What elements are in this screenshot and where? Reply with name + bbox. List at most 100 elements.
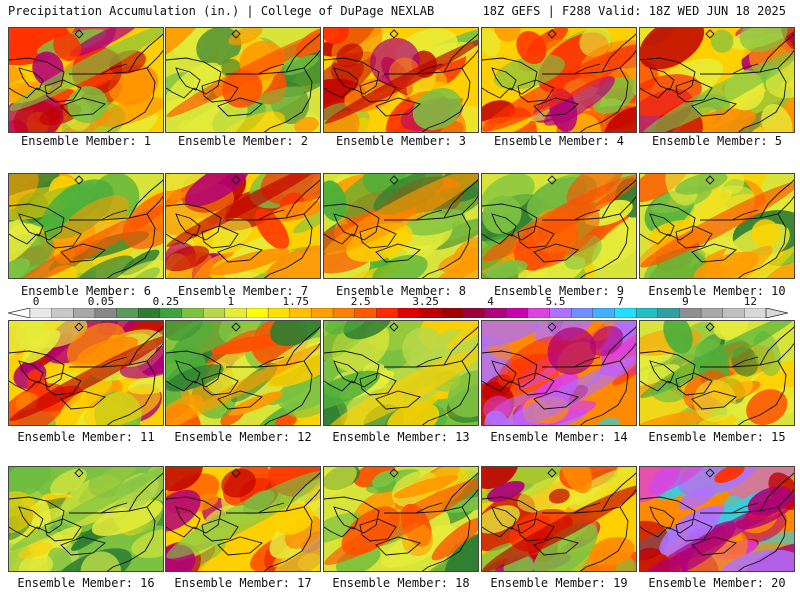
member-caption: Ensemble Member: 10 [648,284,786,298]
precip-map-image [9,174,163,278]
legend-swatch [679,308,702,318]
legend-swatch [722,308,745,318]
precip-map-image [482,174,636,278]
legend-swatch [224,308,247,318]
legend-swatch [332,308,356,318]
legend-tick-label: 1 [227,295,235,308]
legend-swatch [159,308,183,318]
member-caption: Ensemble Member: 1 [20,134,152,148]
legend-swatch [484,308,507,318]
legend-tick-label: 12 [743,295,757,308]
precip-map-image [324,467,478,571]
legend-swatch [73,308,96,318]
member-map-18 [323,466,479,572]
member-caption: Ensemble Member: 8 [335,284,467,298]
member-caption: Ensemble Member: 7 [177,284,309,298]
legend-swatch [354,308,377,318]
precip-map-image [324,28,478,132]
legend-tick-label: 2.5 [350,295,371,308]
precip-map-image [166,28,320,132]
legend-swatch [657,308,680,318]
member-map-5 [639,27,795,133]
legend-tick-label: 5.5 [545,295,566,308]
precip-map-image [640,321,794,425]
legend-tick-label: 7 [617,295,624,308]
member-caption: Ensemble Member: 17 [174,576,312,590]
member-map-16 [8,466,164,572]
legend-swatch [549,308,572,318]
legend-swatch [744,308,767,318]
legend-tick-label: 4 [487,295,494,308]
precip-map-image [482,28,636,132]
legend-tick-label: 0 [32,295,40,308]
member-map-20 [639,466,795,572]
precip-map-image [482,321,636,425]
member-map-11 [8,320,164,426]
member-caption: Ensemble Member: 19 [490,576,628,590]
member-map-6 [8,173,164,279]
legend-tick-label: 3.25 [412,295,439,308]
legend-swatch [311,308,334,318]
precip-map-image [640,467,794,571]
member-map-9 [481,173,637,279]
member-map-10 [639,173,795,279]
member-caption: Ensemble Member: 18 [332,576,470,590]
legend-swatch [441,308,464,318]
member-map-1 [8,27,164,133]
member-caption: Ensemble Member: 11 [17,430,155,444]
member-map-15 [639,320,795,426]
member-caption: Ensemble Member: 3 [335,134,467,148]
legend-swatch [246,308,269,318]
precip-map-image [166,321,320,425]
precip-map-image [324,174,478,278]
legend-swatch [397,308,421,318]
precip-map-image [166,467,320,571]
legend-swatch [267,308,291,318]
legend-swatch [506,308,529,318]
member-map-2 [165,27,321,133]
member-caption: Ensemble Member: 16 [17,576,155,590]
member-map-14 [481,320,637,426]
precip-map-image [9,28,163,132]
legend-swatch [51,308,74,318]
color-legend: 0 0.05 0.25 1 1.75 2.5 3.25 4 5.5 7 9 12 [8,295,788,319]
legend-swatch [376,308,399,318]
precip-map-image [9,321,163,425]
precip-map-image [482,467,636,571]
legend-swatch [527,308,551,318]
member-map-19 [481,466,637,572]
member-caption: Ensemble Member: 12 [174,430,312,444]
legend-tick-label: 9 [682,295,689,308]
member-caption: Ensemble Member: 6 [20,284,152,298]
member-map-17 [165,466,321,572]
legend-swatch [700,308,724,318]
member-map-3 [323,27,479,133]
member-caption: Ensemble Member: 4 [493,134,625,148]
legend-colorbar [8,308,788,318]
member-caption: Ensemble Member: 5 [651,134,783,148]
precip-map-image [640,28,794,132]
run-valid-time: 18Z GEFS | F288 Valid: 18Z WED JUN 18 20… [482,4,786,18]
precip-map-image [324,321,478,425]
legend-swatch [570,308,594,318]
member-map-13 [323,320,479,426]
legend-swatch [181,308,204,318]
member-caption: Ensemble Member: 15 [648,430,786,444]
legend-swatch [202,308,226,318]
member-map-8 [323,173,479,279]
precip-map-image [166,174,320,278]
legend-swatch [635,308,659,318]
member-caption: Ensemble Member: 9 [493,284,625,298]
precip-map-image [640,174,794,278]
member-map-12 [165,320,321,426]
legend-swatch [289,308,312,318]
legend-swatch [116,308,139,318]
member-caption: Ensemble Member: 2 [177,134,309,148]
legend-tick-label: 0.05 [87,295,115,308]
member-map-7 [165,173,321,279]
member-caption: Ensemble Member: 20 [648,576,786,590]
legend-swatch [592,308,615,318]
legend-tick-label: 0.25 [152,295,180,308]
legend-swatch [462,308,486,318]
member-caption: Ensemble Member: 14 [490,430,628,444]
